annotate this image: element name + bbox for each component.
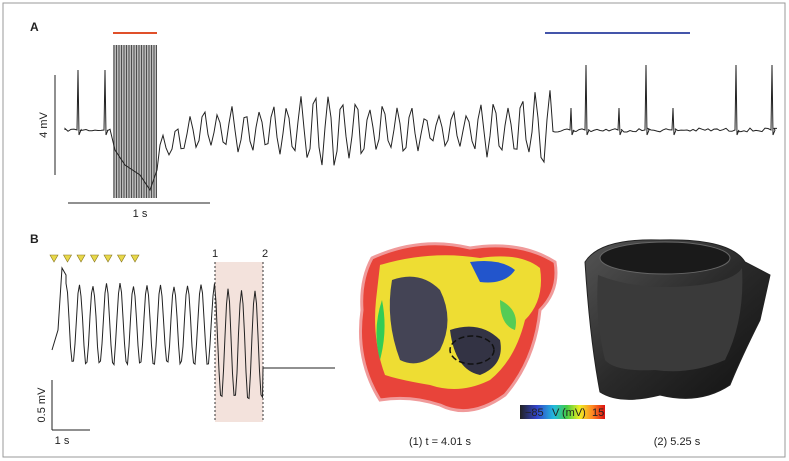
heart-render <box>584 239 771 400</box>
stimulus-triangle <box>116 254 127 263</box>
trace-b <box>51 266 335 400</box>
scale-label-y: 4 mV <box>38 112 50 138</box>
colorbar-label: V <box>552 407 560 419</box>
stimulus-triangle <box>89 254 100 263</box>
colorbar-min: −85 <box>525 407 544 419</box>
stimulus-triangle <box>49 254 59 263</box>
panel-label: B <box>30 232 39 246</box>
marker-label: 2 <box>262 248 268 260</box>
trace-a <box>64 64 778 192</box>
stimulus-triangle <box>76 254 86 263</box>
panel-label: A <box>30 20 39 34</box>
stimulus-stripes <box>113 45 157 198</box>
map-caption: (1) t = 4.01 s <box>409 436 472 448</box>
colorbar-max: 15 <box>592 407 604 419</box>
scale-label-y: 0.5 mV <box>36 387 48 423</box>
heart-map <box>358 242 558 413</box>
stimulus-block <box>113 45 157 198</box>
stimulus-triangle <box>62 254 73 263</box>
scale-label-x: 1 s <box>133 208 148 220</box>
map-caption: (2) 5.25 s <box>654 436 701 448</box>
colorbar <box>520 405 605 419</box>
colorbar-unit: (mV) <box>562 407 586 419</box>
stimulus-markers <box>49 254 140 263</box>
stimulus-triangle <box>103 254 113 263</box>
scale-label-x: 1 s <box>55 435 70 447</box>
stimulus-triangle <box>130 254 140 263</box>
window <box>215 262 263 422</box>
marker-label: 1 <box>212 248 218 260</box>
